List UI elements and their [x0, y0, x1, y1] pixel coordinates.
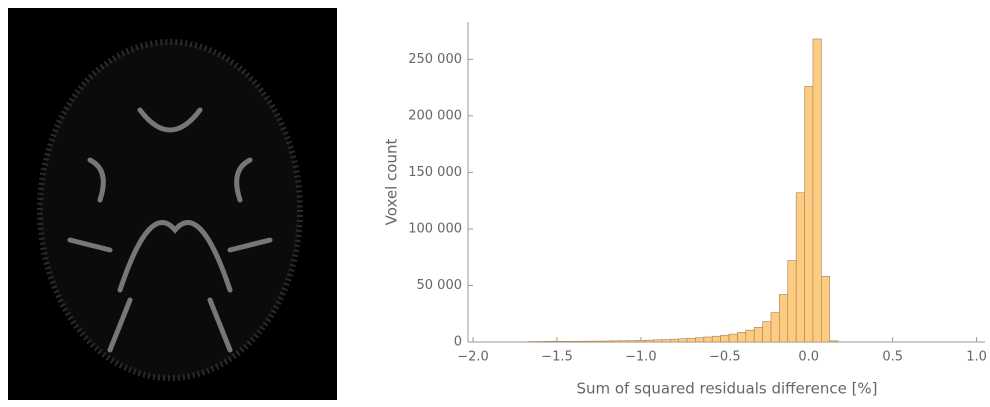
bar	[779, 295, 787, 342]
y-tick-label: 250 000	[408, 52, 462, 67]
bar	[620, 341, 628, 342]
bar	[586, 341, 594, 342]
bar	[788, 261, 796, 342]
x-tick-label: −1.0	[625, 350, 657, 365]
bar	[737, 332, 745, 342]
bar	[603, 341, 611, 342]
bar	[612, 341, 620, 342]
bar	[679, 339, 687, 342]
bar	[821, 276, 829, 342]
bar	[813, 39, 821, 342]
y-tick-label: 0	[454, 335, 462, 350]
bar	[695, 338, 703, 342]
x-tick-label: −0.5	[709, 350, 741, 365]
bar	[830, 341, 838, 342]
x-axis-label: Sum of squared residuals difference [%]	[576, 380, 877, 398]
bar	[637, 340, 645, 342]
y-tick-label: 150 000	[408, 165, 462, 180]
bar	[704, 337, 712, 342]
y-tick-label: 200 000	[408, 108, 462, 123]
bar	[805, 86, 813, 342]
bar	[570, 341, 578, 342]
bar	[670, 339, 678, 342]
bar	[712, 336, 720, 342]
x-tick-label: 1.0	[966, 350, 987, 365]
bar	[544, 341, 552, 342]
bar	[754, 327, 762, 342]
bar	[645, 340, 653, 342]
y-tick-label: 100 000	[408, 221, 462, 236]
bar	[687, 338, 695, 342]
x-tick-label: 0.5	[882, 350, 903, 365]
bar	[578, 341, 586, 342]
bar	[721, 335, 729, 342]
bar	[628, 341, 636, 342]
x-tick-label: −2.0	[457, 350, 489, 365]
bar	[746, 330, 754, 342]
bar	[595, 341, 603, 342]
y-axis-label: Voxel count	[383, 139, 401, 226]
page: Voxel count Sum of squared residuals dif…	[0, 0, 990, 403]
bar	[796, 193, 804, 342]
bar	[561, 341, 569, 342]
y-tick-label: 50 000	[417, 278, 463, 293]
brain-image	[8, 8, 337, 400]
x-tick-label: 0.0	[798, 350, 819, 365]
bar	[763, 322, 771, 342]
bar	[662, 340, 670, 342]
bar	[653, 340, 661, 342]
brain-outline	[40, 42, 300, 378]
bar	[553, 341, 561, 342]
bar	[729, 334, 737, 342]
bar	[771, 313, 779, 342]
x-tick-label: −1.5	[541, 350, 573, 365]
